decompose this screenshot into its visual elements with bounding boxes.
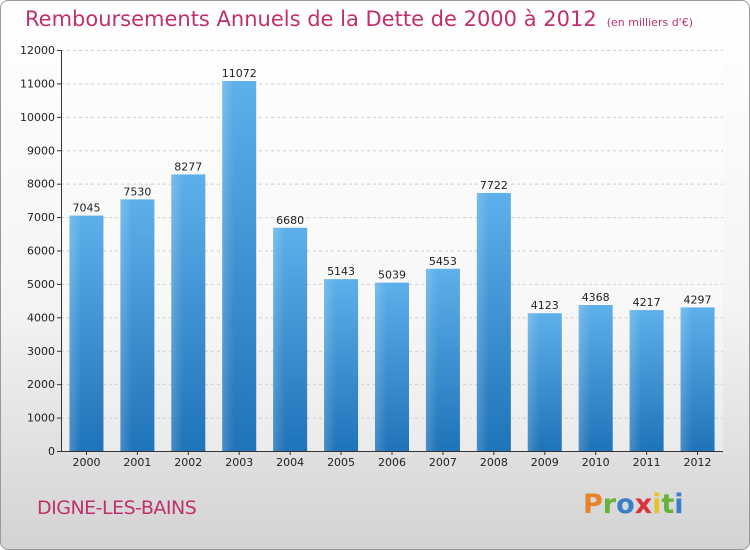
y-tick-label: 5000: [27, 278, 55, 291]
chart-title: Remboursements Annuels de la Dette de 20…: [25, 7, 693, 31]
y-tick-label: 9000: [27, 144, 55, 157]
bar-value-label: 5453: [429, 255, 457, 268]
x-tick-label: 2001: [123, 456, 151, 469]
logo-letter: i: [652, 489, 662, 520]
y-tick-label: 6000: [27, 245, 55, 258]
bar-highlight: [222, 81, 235, 451]
x-tick-label: 2005: [327, 456, 355, 469]
bar-highlight: [324, 279, 336, 451]
y-tick-label: 1000: [27, 412, 55, 425]
y-tick-label: 8000: [27, 178, 55, 191]
x-tick-label: 2006: [378, 456, 406, 469]
y-tick-label: 2000: [27, 378, 55, 391]
logo-letter: r: [602, 489, 617, 520]
bar-value-label: 7530: [123, 185, 151, 198]
logo-letter: P: [583, 489, 603, 520]
x-tick-label: 2004: [276, 456, 304, 469]
bar-highlight: [273, 227, 286, 451]
x-tick-label: 2000: [72, 456, 100, 469]
city-name: DIGNE-LES-BAINS: [37, 497, 197, 519]
title-main: Remboursements Annuels de la Dette de 20…: [25, 7, 597, 31]
bar-highlight: [69, 215, 82, 451]
y-tick-label: 10000: [20, 111, 55, 124]
bar-value-label: 5039: [378, 269, 406, 282]
y-tick-label: 3000: [27, 345, 55, 358]
x-tick-label: 2007: [429, 456, 457, 469]
bar-highlight: [425, 268, 438, 451]
y-tick-label: 4000: [27, 311, 55, 324]
bar-value-label: 6680: [276, 214, 304, 227]
logo-letter: o: [616, 489, 635, 520]
axes: 0 1000 2000 3000 4000 5000 6000 7000 8000 9000 100…: [20, 44, 723, 469]
y-tick-label: 12000: [20, 44, 55, 57]
logo-letter: i: [674, 489, 684, 520]
bar-value-label: 7722: [480, 179, 508, 192]
x-tick-label: 2012: [684, 456, 712, 469]
title-unit: (en milliers d'€): [606, 16, 693, 29]
bar-highlight: [527, 313, 540, 451]
bar-highlight: [375, 282, 387, 451]
bar-highlight: [171, 174, 184, 451]
y-tick-label: 11000: [20, 77, 55, 90]
bar-highlight: [476, 192, 489, 452]
bar-value-label: 4297: [684, 293, 712, 306]
bar-highlight: [578, 305, 591, 451]
bar-value-label: 11072: [222, 67, 257, 80]
bar-value-label: 7045: [72, 202, 100, 215]
proxiti-logo: Proxiti: [583, 489, 693, 523]
x-tick-label: 2008: [480, 456, 508, 469]
bar-highlight: [629, 310, 642, 451]
logo-letter: x: [634, 489, 653, 520]
bars-group: 7045 7530 8277 11072 6680 5143 5039 5453 7722 412…: [69, 67, 715, 452]
y-tick-label: 0: [48, 445, 55, 458]
bar-highlight: [680, 307, 693, 451]
bar-value-label: 4217: [633, 296, 661, 309]
x-tick-label: 2002: [174, 456, 202, 469]
bar-value-label: 4368: [582, 291, 610, 304]
x-tick-label: 2003: [225, 456, 253, 469]
y-tick-label: 7000: [27, 211, 55, 224]
x-tick-label: 2009: [531, 456, 559, 469]
logo-letter: t: [661, 489, 675, 520]
bar-value-label: 8277: [174, 160, 202, 173]
bar-value-label: 5143: [327, 265, 355, 278]
x-tick-label: 2011: [633, 456, 661, 469]
x-tick-label: 2010: [582, 456, 610, 469]
bar-value-label: 4123: [531, 299, 559, 312]
bar-highlight: [120, 199, 133, 451]
